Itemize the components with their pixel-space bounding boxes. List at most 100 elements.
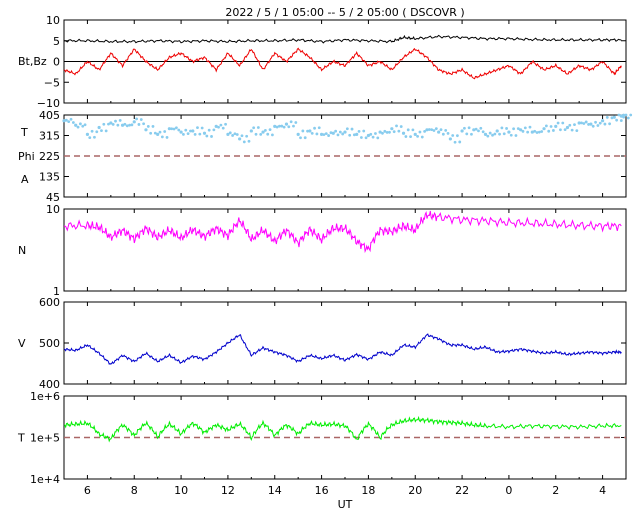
data-point — [327, 134, 331, 137]
data-point — [247, 139, 251, 143]
data-point — [610, 116, 614, 120]
data-point — [83, 123, 87, 127]
data-point — [366, 133, 371, 138]
data-point — [163, 130, 167, 133]
data-point — [444, 128, 448, 132]
data-point — [413, 132, 417, 136]
data-point — [329, 131, 333, 135]
data-point — [90, 129, 94, 133]
data-point — [359, 136, 363, 139]
data-point — [313, 126, 316, 130]
data-point — [533, 129, 537, 133]
data-point — [453, 140, 457, 144]
data-point — [474, 127, 478, 131]
data-point — [224, 122, 227, 126]
data-point — [242, 140, 246, 144]
data-point — [619, 114, 623, 118]
data-point — [502, 132, 506, 136]
data-point — [378, 130, 382, 134]
data-point — [374, 132, 377, 135]
data-point — [114, 119, 117, 123]
data-point — [107, 122, 110, 126]
data-point — [390, 127, 394, 131]
data-point — [116, 123, 120, 127]
data-point — [439, 128, 443, 132]
data-point — [343, 130, 347, 134]
data-point — [430, 128, 434, 132]
data-point — [584, 120, 588, 124]
data-point — [319, 132, 324, 136]
data-point — [109, 121, 113, 125]
data-point — [362, 129, 366, 133]
data-point — [198, 132, 202, 136]
data-point — [158, 130, 162, 134]
data-point — [71, 121, 75, 124]
data-point — [615, 118, 619, 122]
data-point — [292, 124, 295, 128]
data-point — [284, 122, 289, 126]
data-point — [519, 128, 523, 132]
data-point — [184, 128, 188, 132]
series-Bz-line — [63, 47, 622, 80]
data-point — [336, 133, 340, 137]
data-point — [467, 126, 471, 130]
panel-speed: 600 500 400 V — [18, 296, 627, 391]
data-point — [111, 122, 115, 126]
data-point — [240, 134, 244, 138]
data-point — [104, 129, 108, 133]
data-point — [537, 130, 541, 134]
data-point — [153, 131, 157, 135]
data-point — [556, 121, 560, 125]
data-point — [214, 124, 218, 128]
data-point — [526, 130, 530, 134]
data-point — [345, 127, 349, 131]
data-point — [570, 128, 574, 132]
data-point — [123, 122, 127, 126]
data-point — [287, 125, 291, 129]
data-point — [62, 119, 66, 123]
data-point — [542, 127, 546, 131]
data-point — [458, 140, 462, 144]
data-point — [95, 130, 99, 134]
data-point — [383, 129, 387, 133]
data-point — [568, 123, 572, 127]
data-point — [278, 124, 281, 128]
panel-angles: 405 315 225 135 45 T Phi A — [18, 109, 633, 204]
data-point — [355, 132, 359, 136]
x-tick-label: 12 — [221, 484, 235, 497]
x-tick-label: 2 — [552, 484, 559, 497]
series-theta — [62, 113, 633, 144]
data-point — [238, 137, 242, 141]
data-point — [483, 132, 488, 136]
data-point — [385, 130, 389, 134]
data-point — [135, 117, 138, 121]
data-point — [530, 130, 534, 134]
data-point — [622, 113, 626, 117]
y-axis-label: A — [21, 173, 29, 186]
data-point — [495, 129, 499, 133]
data-point — [409, 135, 412, 139]
data-point — [120, 123, 125, 127]
data-point — [280, 124, 284, 128]
y-tick-label: 45 — [46, 191, 60, 204]
data-point — [137, 123, 141, 126]
data-point — [528, 125, 532, 129]
data-point — [268, 128, 272, 132]
data-point — [463, 126, 466, 130]
data-point — [294, 121, 298, 124]
data-point — [324, 132, 328, 136]
data-point — [629, 113, 633, 117]
data-point — [498, 132, 501, 136]
data-point — [259, 132, 263, 136]
data-point — [460, 129, 464, 133]
y-tick-label: 405 — [39, 109, 60, 122]
data-point — [432, 129, 436, 132]
data-point — [249, 129, 253, 133]
data-point — [512, 127, 515, 131]
data-point — [505, 127, 508, 130]
data-point — [565, 125, 570, 130]
y-axis-label: T — [20, 126, 28, 139]
data-point — [210, 135, 213, 138]
y-axis-label: Phi — [18, 150, 35, 163]
